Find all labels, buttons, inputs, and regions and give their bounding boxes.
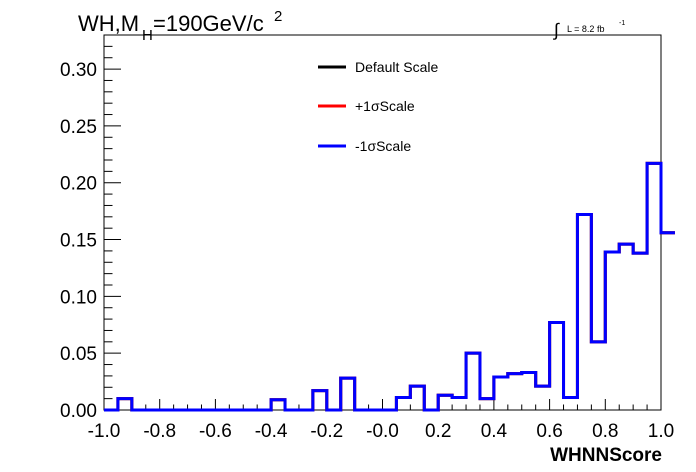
chart-title-main: WH,M <box>78 11 139 36</box>
histogram-line-1 <box>104 161 675 412</box>
y-tick-label: 0.00 <box>60 401 97 422</box>
histogram-series <box>104 161 675 412</box>
x-tick-label: -0.8 <box>143 421 176 442</box>
lumi-label: L = 8.2 fb <box>567 24 604 34</box>
x-tick-label: 0.4 <box>481 421 508 442</box>
legend-label: -1σScale <box>355 138 411 154</box>
x-tick-label: -0.6 <box>199 421 232 442</box>
x-tick-label: 0.8 <box>592 421 618 442</box>
lumi-superscript: -1 <box>619 20 625 27</box>
x-tick-label: 1.0 <box>648 421 674 442</box>
legend-label: +1σScale <box>355 98 415 114</box>
y-tick-label: 0.05 <box>60 344 97 365</box>
y-tick-label: 0.30 <box>60 60 97 81</box>
x-axis: -1.0 -0.8 -0.6 -0.4 -0.2 -0.0 0.2 0.4 0.6 0.8 1.0 <box>88 399 674 442</box>
chart-title-superscript: 2 <box>274 8 282 25</box>
y-axis: 0.00 0.05 0.10 0.15 0.20 0.25 0.30 <box>60 34 121 422</box>
y-tick-label: 0.20 <box>60 174 97 195</box>
histogram-line-3 <box>104 161 675 412</box>
x-tick-label: -1.0 <box>88 421 121 442</box>
y-tick-label: 0.10 <box>60 287 97 308</box>
histogram-line-2 <box>104 161 675 412</box>
x-axis-label: WHNNScore <box>550 445 662 466</box>
y-tick-label: 0.15 <box>60 231 97 252</box>
x-tick-label: 0.6 <box>536 421 562 442</box>
x-tick-label: -0.2 <box>310 421 343 442</box>
x-tick-label: -0.0 <box>366 421 399 442</box>
chart-title-subscript: H <box>142 27 153 44</box>
x-tick-label: 0.2 <box>425 421 451 442</box>
x-tick-label: -0.4 <box>255 421 288 442</box>
legend-label: Default Scale <box>355 59 438 75</box>
chart-title-rest: =190GeV/c <box>153 11 264 36</box>
legend: Default Scale +1σScale -1σScale <box>318 59 438 154</box>
lumi-integral: ∫ <box>552 20 560 40</box>
y-tick-label: 0.25 <box>60 117 97 138</box>
